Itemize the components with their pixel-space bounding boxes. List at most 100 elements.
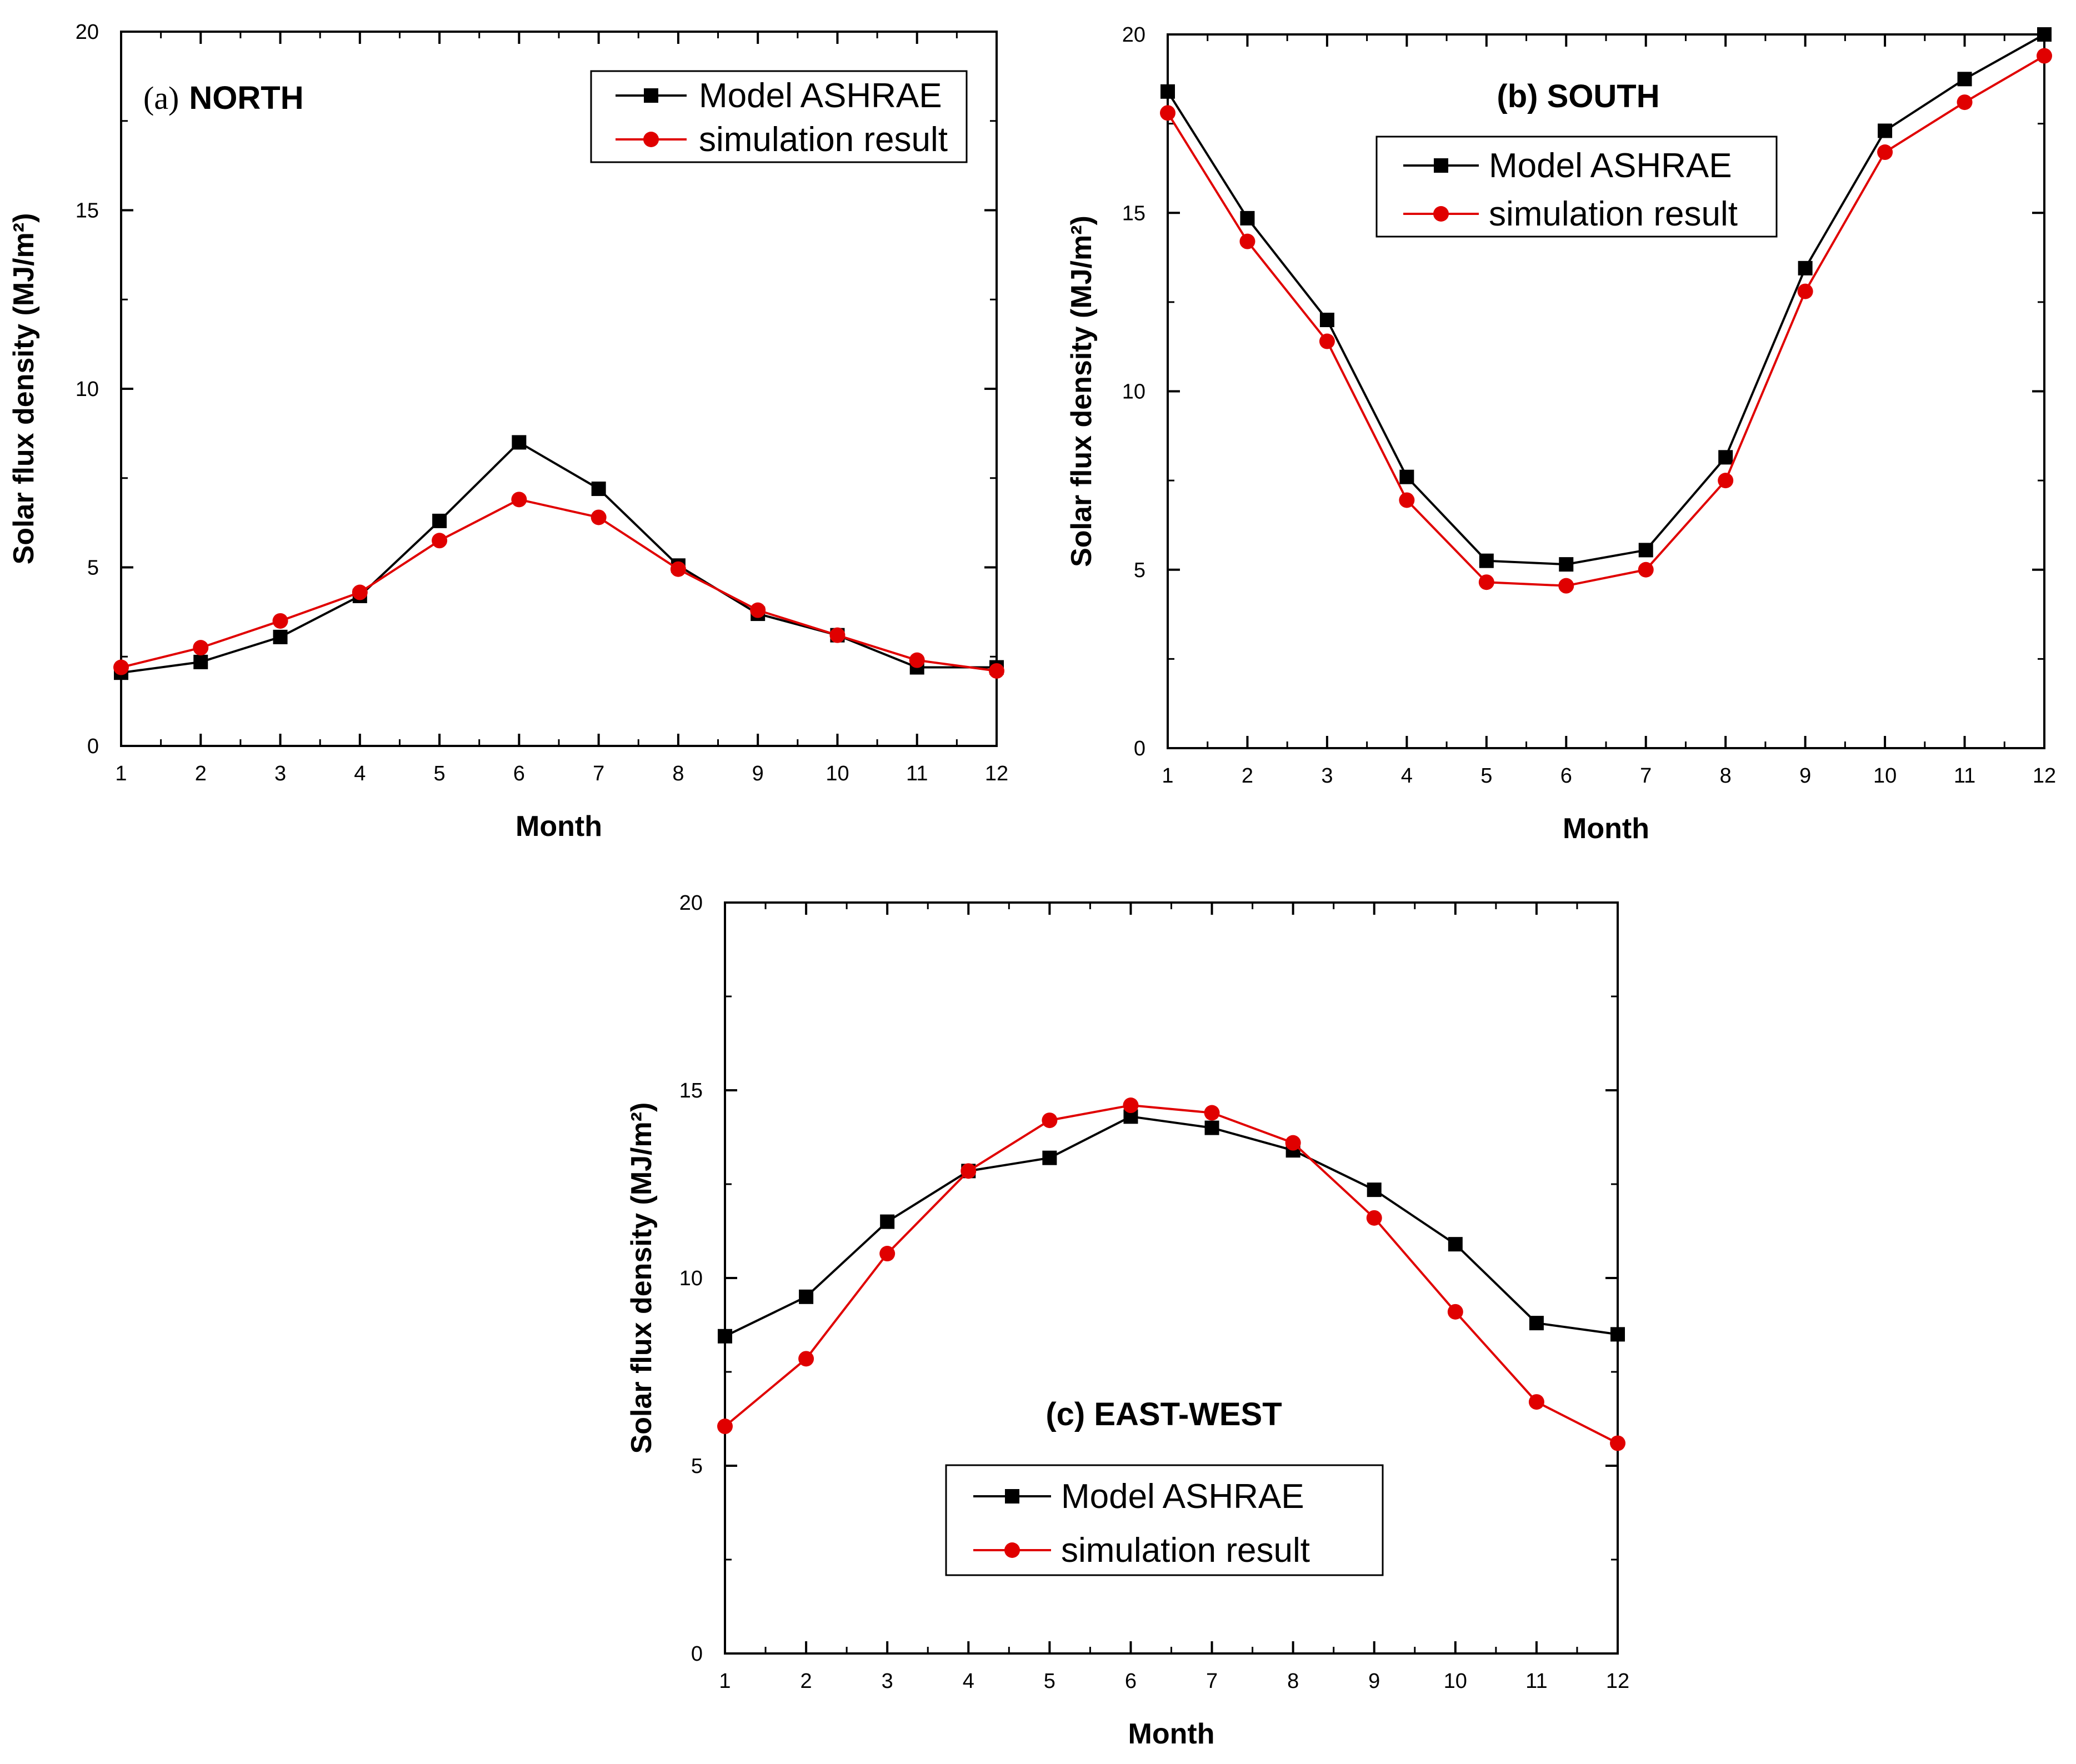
x-tick-label: 9: [1799, 764, 1811, 788]
legend-box: [590, 70, 968, 163]
panel-title-text: (b) SOUTH: [1497, 78, 1659, 114]
y-tick-label: 5: [1134, 559, 1145, 582]
x-tick-label: 9: [1368, 1670, 1380, 1693]
legend-label-1: Model ASHRAE: [1061, 1477, 1304, 1516]
data-point-2-2: [798, 1351, 814, 1367]
data-point-1-5: [1479, 553, 1494, 568]
data-point-1-7: [1638, 543, 1653, 558]
x-tick-label: 11: [906, 762, 928, 785]
x-tick-label: 1: [115, 762, 127, 785]
data-point-1-1: [718, 1329, 732, 1344]
y-tick-label: 10: [76, 378, 99, 401]
data-point-2-2: [1239, 233, 1255, 249]
series-line-2: [1167, 54, 2045, 587]
data-point-1-10: [1878, 123, 1893, 138]
y-tick-label: 15: [679, 1079, 703, 1102]
legend-label-1: Model ASHRAE: [699, 77, 942, 115]
legend-marker-2: [1433, 206, 1449, 222]
data-point-1-5: [1042, 1150, 1057, 1165]
y-tick-label: 0: [691, 1642, 703, 1666]
x-tick-label: 6: [513, 762, 525, 785]
x-tick-label: 12: [1606, 1670, 1629, 1693]
x-tick-label: 3: [882, 1670, 893, 1693]
x-tick-label: 2: [1242, 764, 1253, 788]
x-tick-label: 6: [1560, 764, 1572, 788]
data-point-1-3: [880, 1214, 895, 1229]
data-point-2-4: [961, 1163, 977, 1179]
panel-title: (b) SOUTH: [1497, 78, 1659, 114]
legend: Model ASHRAE simulation result: [590, 70, 968, 163]
legend-label-2: simulation result: [1061, 1531, 1310, 1570]
y-tick-label: 0: [1134, 737, 1145, 760]
data-point-1-1: [1160, 84, 1175, 99]
data-point-1-10: [1448, 1237, 1463, 1252]
legend-marker-2: [643, 132, 659, 147]
legend: Model ASHRAE simulation result: [1375, 136, 1778, 238]
data-point-2-7: [1638, 562, 1654, 578]
data-point-2-12: [989, 663, 1004, 679]
y-tick-label: 15: [76, 199, 99, 223]
y-axis-title: Solar flux density (MJ/m²): [626, 1102, 658, 1454]
x-tick-label: 4: [354, 762, 366, 785]
data-point-2-4: [352, 584, 368, 600]
x-tick-label: 1: [1162, 764, 1173, 788]
data-point-2-1: [1160, 105, 1175, 121]
series-line-1: [724, 1115, 1618, 1337]
x-tick-label: 1: [719, 1670, 731, 1693]
x-tick-label: 8: [1287, 1670, 1299, 1693]
data-point-2-8: [1718, 473, 1734, 489]
series-line-1: [1167, 33, 2045, 566]
data-point-2-6: [1558, 578, 1574, 594]
data-point-2-10: [1877, 144, 1893, 161]
x-tick-label: 8: [672, 762, 684, 785]
data-point-2-7: [1204, 1105, 1220, 1121]
data-point-2-3: [272, 613, 288, 629]
data-point-2-12: [2037, 48, 2052, 64]
x-axis-title: Month: [1563, 813, 1649, 845]
legend-marker-1: [644, 88, 658, 103]
x-tick-label: 2: [195, 762, 207, 785]
panel-letter: (a): [143, 80, 179, 116]
panel-title: (a) NORTH: [143, 80, 304, 116]
data-point-2-11: [909, 652, 925, 668]
data-point-1-2: [193, 654, 208, 669]
series-line-2: [724, 1104, 1618, 1445]
x-tick-label: 11: [1525, 1670, 1547, 1693]
data-point-2-7: [591, 509, 607, 525]
data-point-2-12: [1610, 1435, 1625, 1451]
y-tick-label: 0: [87, 735, 99, 758]
x-tick-label: 5: [434, 762, 446, 785]
legend-marker-1: [1434, 158, 1448, 173]
data-point-2-3: [1319, 333, 1335, 349]
y-tick-label: 20: [1122, 23, 1145, 47]
series-line-1: [121, 440, 997, 674]
y-tick-label: 15: [1122, 202, 1145, 225]
y-axis-title: Solar flux density (MJ/m²): [8, 213, 40, 565]
data-point-1-11: [1529, 1316, 1544, 1331]
data-point-2-8: [1285, 1135, 1301, 1151]
data-point-2-5: [432, 533, 448, 549]
y-tick-label: 5: [87, 557, 99, 580]
data-point-1-11: [1957, 72, 1972, 87]
x-tick-label: 12: [2033, 764, 2056, 788]
x-tick-label: 6: [1125, 1670, 1137, 1693]
data-point-1-3: [273, 629, 288, 644]
legend-label-1: Model ASHRAE: [1489, 147, 1732, 185]
x-axis-title: Month: [516, 810, 602, 843]
data-point-2-6: [1123, 1098, 1139, 1114]
data-point-1-6: [512, 435, 527, 450]
y-tick-label: 5: [691, 1455, 703, 1478]
panel-title-text: (c) EAST-WEST: [1045, 1396, 1282, 1432]
panel-title: (c) EAST-WEST: [1045, 1396, 1282, 1432]
x-tick-label: 12: [985, 762, 1008, 785]
data-point-2-2: [193, 640, 209, 656]
data-point-1-8: [1718, 450, 1733, 465]
data-point-2-9: [1366, 1210, 1382, 1226]
x-tick-label: 10: [826, 762, 849, 785]
x-tick-label: 4: [1401, 764, 1413, 788]
data-point-2-10: [1447, 1304, 1463, 1320]
legend-label-2: simulation result: [699, 121, 948, 159]
data-point-2-1: [717, 1419, 733, 1435]
